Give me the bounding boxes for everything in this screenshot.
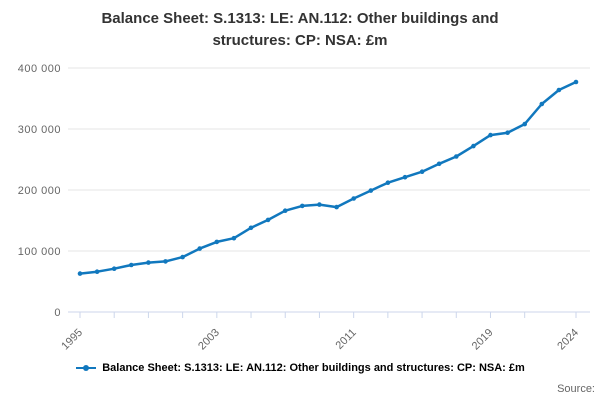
data-point-marker[interactable] [471,143,476,149]
data-point-marker[interactable] [129,262,134,268]
data-point-marker[interactable] [419,169,425,174]
y-axis-label: 0 [54,307,61,319]
data-point-marker[interactable] [573,79,579,85]
data-point-marker[interactable] [300,203,305,209]
data-point-marker[interactable] [265,217,271,223]
x-axis-label: 1995 [59,327,85,353]
data-point-marker[interactable] [282,208,288,213]
y-axis-label: 400 000 [18,63,61,75]
y-axis-label: 300 000 [18,124,61,136]
legend-item[interactable]: Balance Sheet: S.1313: LE: AN.112: Other… [0,362,600,374]
data-point-marker[interactable] [539,101,545,107]
data-point-marker[interactable] [385,180,391,185]
data-point-marker[interactable] [436,161,442,167]
data-point-marker[interactable] [214,239,220,245]
data-point-marker[interactable] [146,260,151,265]
series-line [78,80,578,275]
data-point-marker[interactable] [94,269,100,275]
x-axis-label: 2003 [196,327,222,353]
data-point-marker[interactable] [111,266,117,272]
x-axis-label: 2024 [555,327,581,353]
y-axis-label: 200 000 [18,185,61,197]
x-axis-label: 2011 [334,327,359,352]
line-with-dot-icon [76,365,97,371]
data-point-marker[interactable] [197,246,202,251]
data-point-marker[interactable] [77,271,83,276]
data-point-marker[interactable] [317,202,322,207]
data-point-marker[interactable] [248,225,254,231]
data-point-marker[interactable] [488,132,493,138]
data-point-marker[interactable] [556,87,562,93]
data-point-marker[interactable] [402,174,408,180]
y-axis-label: 100 000 [18,246,61,258]
data-point-marker[interactable] [231,235,237,241]
data-point-marker[interactable] [522,121,527,127]
data-point-marker[interactable] [334,204,339,210]
data-point-marker[interactable] [368,188,374,193]
data-point-marker[interactable] [351,196,357,201]
legend-label: Balance Sheet: S.1313: LE: AN.112: Other… [102,362,525,374]
data-point-marker[interactable] [163,259,168,264]
plot-area: 0 100 000 200 000 300 000 400 000 1995 2003 201… [18,63,590,353]
x-axis-label: 2019 [470,327,496,353]
chart-title: Balance Sheet: S.1313: LE: AN.112: Other… [101,10,499,49]
data-point-marker[interactable] [505,130,510,135]
data-point-marker[interactable] [180,254,185,260]
data-point-marker[interactable] [454,154,459,159]
source-label: Source: [557,383,595,395]
